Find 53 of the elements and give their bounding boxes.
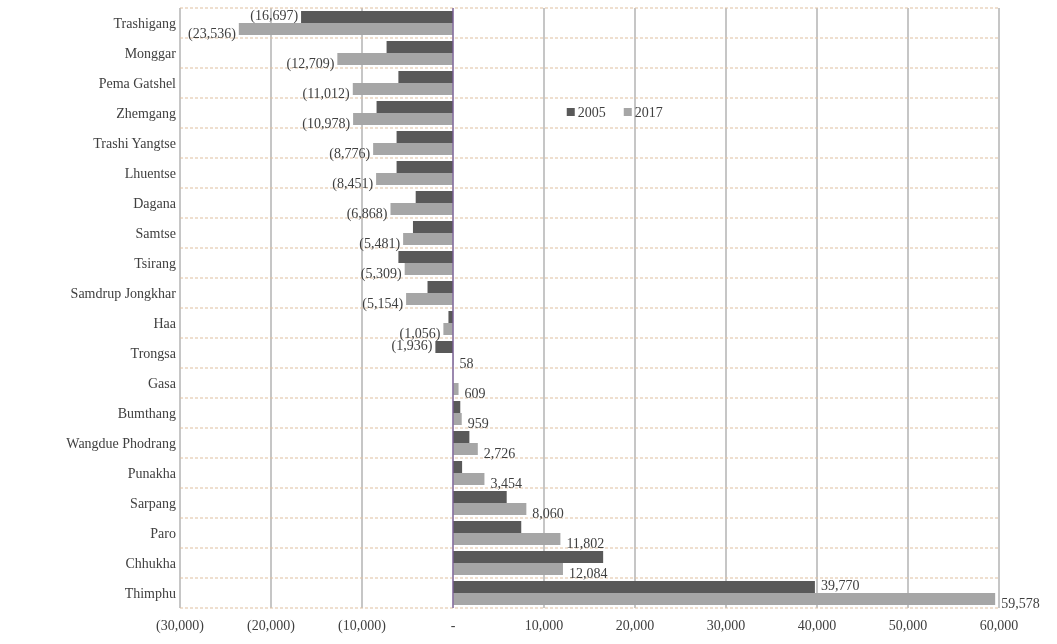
data-label: 2,726 (483, 446, 516, 461)
y-tick-label: Zhemgang (116, 106, 176, 121)
x-tick-label: - (450, 618, 456, 633)
x-tick-label: 60,000 (979, 618, 1019, 633)
x-tick-label: (30,000) (156, 618, 205, 634)
y-tick-label: Trashigang (113, 16, 176, 31)
data-label: (6,868) (346, 206, 388, 222)
data-label: (8,776) (329, 146, 371, 162)
y-tick-label: Dagana (133, 196, 177, 211)
y-tick-label: Lhuentse (124, 166, 176, 181)
data-label: (23,536) (187, 26, 237, 42)
y-tick-label: Wangdue Phodrang (66, 436, 176, 451)
y-tick-label: Trongsa (130, 346, 177, 361)
data-label: (5,481) (359, 236, 401, 252)
data-label: (11,012) (302, 86, 351, 102)
x-tick-label: (10,000) (338, 618, 387, 634)
y-tick-label: Samtse (135, 226, 176, 241)
data-label: 609 (464, 386, 486, 401)
data-label: 12,084 (568, 566, 608, 581)
data-label: 3,454 (490, 476, 522, 491)
y-tick-label: Monggar (124, 46, 177, 61)
data-label: (12,709) (286, 56, 335, 72)
y-tick-label: Punakha (127, 466, 177, 481)
y-tick-label: Chhukha (125, 556, 177, 571)
data-label: 959 (467, 416, 489, 431)
y-tick-label: Gasa (148, 376, 177, 391)
data-label: 8,060 (532, 506, 564, 521)
y-tick-label: Tsirang (134, 256, 176, 271)
y-tick-label: Paro (150, 526, 176, 541)
x-tick-label: 20,000 (615, 618, 655, 633)
x-tick-label: 50,000 (888, 618, 928, 633)
data-label: (10,978) (302, 116, 351, 132)
x-tick-label: 40,000 (797, 618, 837, 633)
data-label: 59,578 (1001, 596, 1040, 611)
y-tick-label: Thimphu (124, 586, 176, 601)
x-tick-label: 10,000 (524, 618, 564, 633)
data-label: 58 (459, 356, 474, 371)
data-label: 39,770 (820, 578, 860, 593)
legend-label: 2005 (577, 105, 606, 120)
data-label: 11,802 (566, 536, 605, 551)
y-tick-label: Samdrup Jongkhar (70, 286, 177, 301)
data-label: (5,309) (360, 266, 403, 282)
x-tick-label: 30,000 (706, 618, 746, 633)
y-tick-label: Haa (153, 316, 177, 331)
y-tick-label: Trashi Yangtse (93, 136, 176, 151)
y-tick-label: Pema Gatshel (98, 76, 177, 91)
x-tick-label: (20,000) (247, 618, 296, 634)
y-tick-label: Bumthang (117, 406, 176, 421)
data-label: (16,697) (250, 8, 299, 24)
data-label: (8,451) (332, 176, 374, 192)
data-label: (5,154) (362, 296, 404, 312)
y-tick-label: Sarpang (130, 496, 176, 511)
legend-label: 2017 (634, 105, 663, 120)
